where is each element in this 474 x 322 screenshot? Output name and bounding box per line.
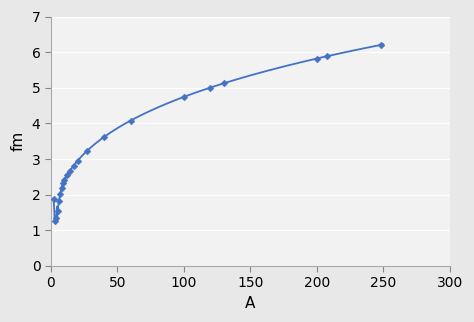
Y-axis label: fm: fm: [11, 131, 26, 151]
X-axis label: A: A: [245, 296, 255, 311]
